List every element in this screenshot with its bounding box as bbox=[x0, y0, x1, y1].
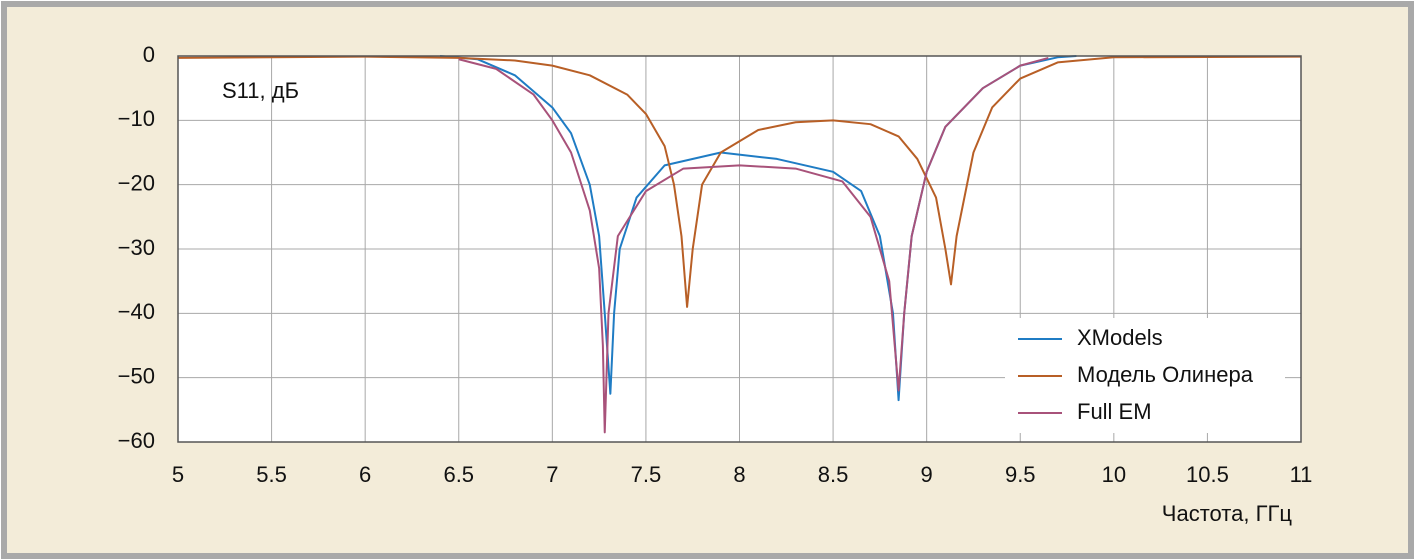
x-tick-label: 5 bbox=[172, 462, 184, 487]
y-tick-label: −40 bbox=[118, 299, 155, 324]
series-line bbox=[177, 55, 1302, 308]
legend-label: Модель Олинера bbox=[1077, 362, 1254, 387]
x-tick-label: 9 bbox=[921, 462, 933, 487]
legend-label: XModels bbox=[1077, 325, 1163, 350]
y-tick-label: −20 bbox=[118, 170, 155, 195]
y-tick-label: −60 bbox=[118, 428, 155, 453]
x-tick-label: 8 bbox=[733, 462, 745, 487]
legend-label: Full EM bbox=[1077, 399, 1152, 424]
x-tick-label: 6 bbox=[359, 462, 371, 487]
series-line bbox=[458, 56, 1049, 434]
lines bbox=[177, 55, 1302, 434]
y-axis-label: S11, дБ bbox=[222, 78, 299, 103]
x-tick-label: 10.5 bbox=[1186, 462, 1229, 487]
y-tick-label: −30 bbox=[118, 235, 155, 260]
x-tick-label: 10 bbox=[1102, 462, 1126, 487]
x-tick-label: 7 bbox=[546, 462, 558, 487]
y-tick-label: 0 bbox=[143, 42, 155, 67]
y-tick-label: −50 bbox=[118, 363, 155, 388]
x-tick-label: 5.5 bbox=[256, 462, 287, 487]
plot-border bbox=[177, 55, 1302, 443]
x-tick-label: 7.5 bbox=[631, 462, 662, 487]
x-axis-label: Частота, ГГц bbox=[1162, 501, 1293, 526]
x-tick-label: 11 bbox=[1290, 462, 1313, 487]
x-tick-label: 9.5 bbox=[1005, 462, 1036, 487]
x-tick-label: 8.5 bbox=[818, 462, 849, 487]
y-tick-label: −10 bbox=[118, 106, 155, 131]
x-tick-label: 6.5 bbox=[443, 462, 474, 487]
